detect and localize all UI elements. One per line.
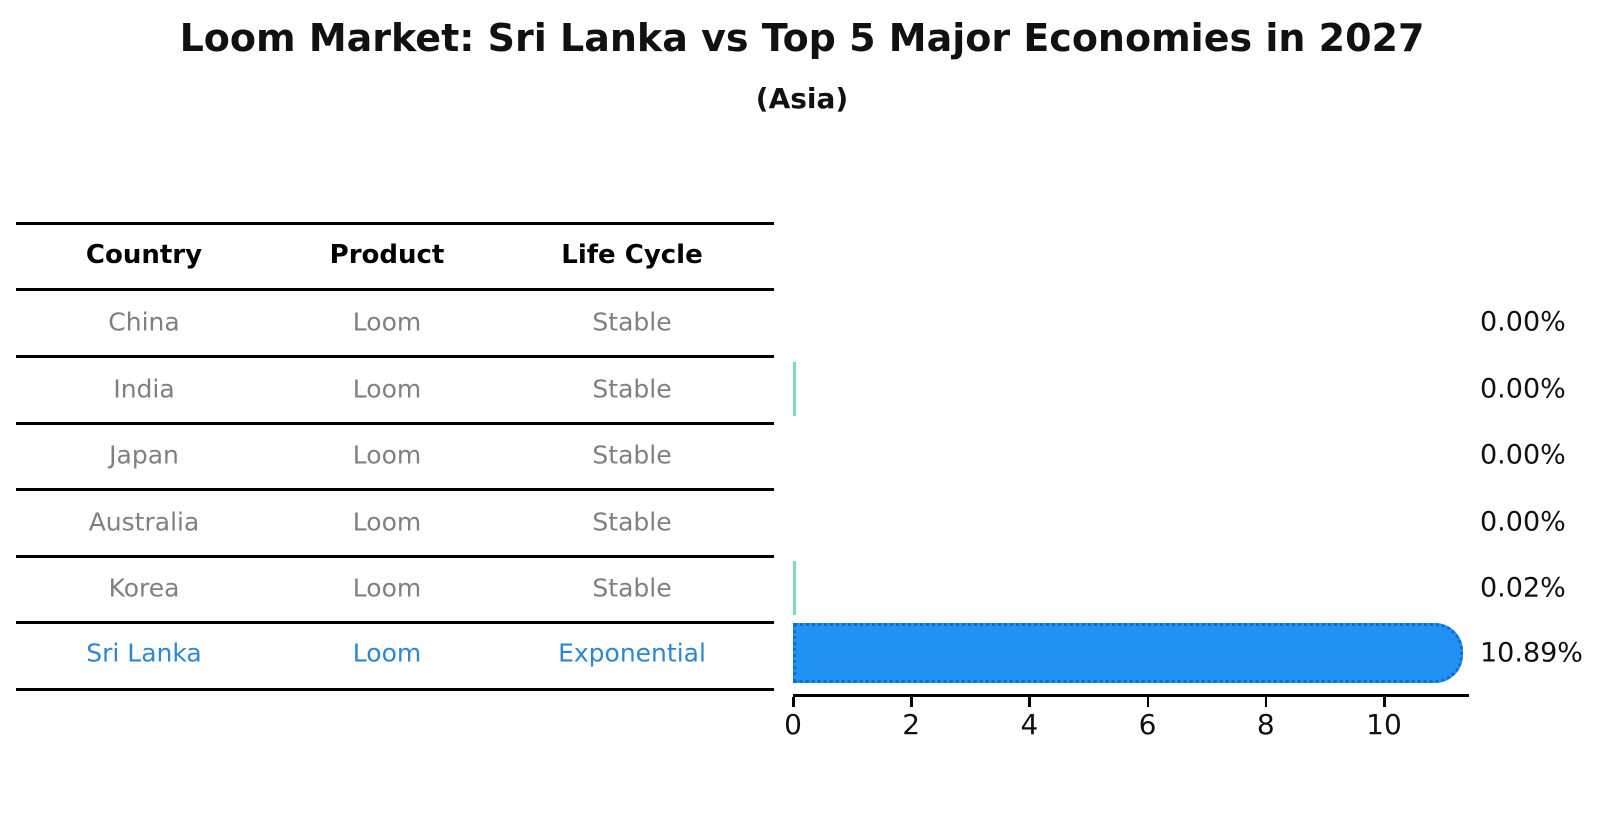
table-cell-life-cycle: Stable xyxy=(592,507,672,537)
x-axis-tick-label: 6 xyxy=(1138,708,1157,741)
table-cell-life-cycle: Exponential xyxy=(558,638,706,668)
table-cell-product: Loom xyxy=(352,573,422,603)
chart-subtitle: (Asia) xyxy=(755,82,849,115)
bar-korea xyxy=(793,561,796,615)
table-row-divider xyxy=(16,488,774,491)
table-row-divider xyxy=(16,355,774,358)
table-row-divider xyxy=(16,555,774,558)
x-axis-tick-label: 0 xyxy=(784,708,802,741)
table-row-divider xyxy=(16,688,774,691)
bar-india xyxy=(793,362,796,416)
table-cell-life-cycle: Stable xyxy=(592,573,672,603)
table-cell-country: Sri Lanka xyxy=(86,638,202,668)
x-axis-tick xyxy=(910,697,913,707)
x-axis-tick-label: 8 xyxy=(1256,708,1275,741)
table-row-divider xyxy=(16,288,774,291)
bar-value-label: 0.02% xyxy=(1480,572,1566,604)
table-cell-country: Japan xyxy=(109,440,179,470)
bar-value-label: 10.89% xyxy=(1480,637,1583,669)
table-cell-life-cycle: Stable xyxy=(592,307,672,337)
table-cell-product: Loom xyxy=(352,638,422,668)
table-row-divider xyxy=(16,621,774,624)
table-cell-life-cycle: Stable xyxy=(592,374,672,404)
table-row-divider xyxy=(16,222,774,225)
table-row-divider xyxy=(16,422,774,425)
x-axis-tick xyxy=(1146,697,1150,707)
x-axis-tick xyxy=(1264,697,1268,707)
x-axis-tick xyxy=(792,697,795,707)
table-header-country: Country xyxy=(85,240,203,270)
table-cell-life-cycle: Stable xyxy=(592,440,672,470)
table-cell-product: Loom xyxy=(352,374,422,404)
bar-value-label: 0.00% xyxy=(1480,506,1566,538)
x-axis-tick-label: 10 xyxy=(1366,708,1402,741)
bar-value-label: 0.00% xyxy=(1480,373,1566,405)
bar-value-label: 0.00% xyxy=(1480,306,1566,338)
table-cell-product: Loom xyxy=(352,440,422,470)
x-axis-tick-label: 4 xyxy=(1020,708,1039,741)
table-cell-country: Australia xyxy=(88,507,200,537)
table-cell-product: Loom xyxy=(352,507,422,537)
table-cell-country: India xyxy=(113,374,175,404)
chart-title: Loom Market: Sri Lanka vs Top 5 Major Ec… xyxy=(179,16,1425,60)
table-header-life-cycle: Life Cycle xyxy=(561,240,703,270)
bar-sri-lanka xyxy=(793,623,1463,683)
table-cell-product: Loom xyxy=(352,307,422,337)
x-axis-tick xyxy=(1028,697,1031,707)
x-axis-tick xyxy=(1383,697,1386,707)
x-axis-tick-label: 2 xyxy=(902,708,921,741)
table-header-product: Product xyxy=(329,240,445,270)
bar-value-label: 0.00% xyxy=(1480,439,1566,471)
table-cell-country: China xyxy=(108,307,180,337)
table-cell-country: Korea xyxy=(108,573,180,603)
x-axis-line xyxy=(793,694,1469,697)
